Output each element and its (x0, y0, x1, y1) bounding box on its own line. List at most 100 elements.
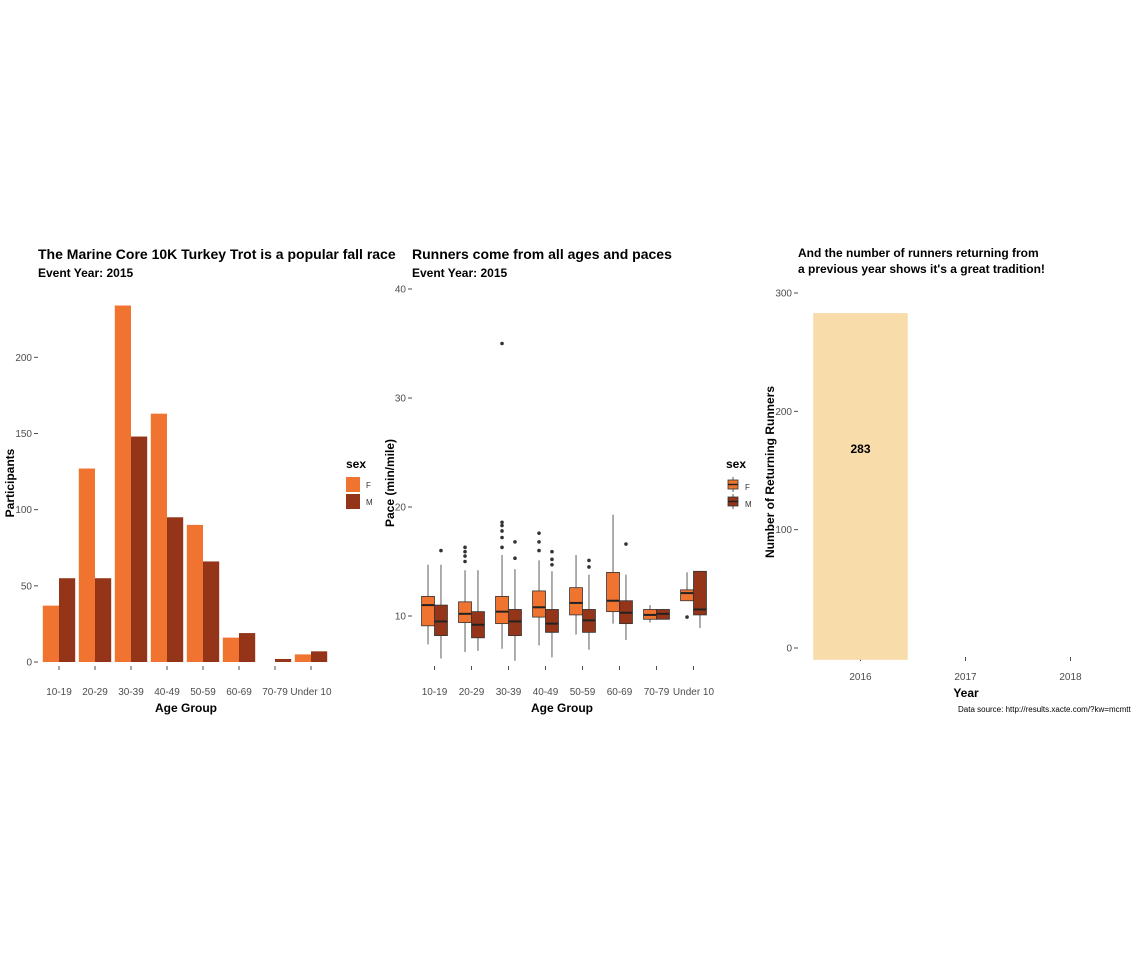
box-m-60-69-outlier (624, 542, 628, 546)
bar-m-50-59 (203, 561, 220, 662)
participants-bar-chart: The Marine Core 10K Turkey Trot is a pop… (3, 246, 396, 715)
x-tick-label: 20-29 (82, 687, 108, 698)
chart3-x-axis: 2016 2017 2018 (849, 657, 1082, 683)
data-source-caption: Data source: http://results.xacte.com/?k… (958, 705, 1132, 714)
box-f-20-29-outlier (463, 549, 467, 554)
box-f-20-29 (458, 601, 472, 623)
returning-runners-chart: And the number of runners returning from… (763, 246, 1132, 714)
chart3-y-axis-title: Number of Returning Runners (763, 386, 777, 558)
box-f-40-49-outlier (537, 531, 541, 535)
chart3-x-axis-title: Year (953, 686, 979, 700)
chart2-legend-keys (727, 477, 739, 509)
bar-m-10-19 (59, 578, 76, 662)
x-tick-label: Under 10 (673, 687, 715, 698)
data-label-2016: 283 (850, 442, 870, 456)
box-f-40-49 (532, 590, 546, 618)
box-m-50-59-outlier (587, 565, 591, 569)
x-tick-label: 2016 (849, 672, 872, 683)
x-tick-label: Under 10 (290, 687, 332, 698)
chart3-bars: 283 (813, 313, 908, 660)
box-m-40-49-outlier (550, 549, 554, 554)
bar-m-40-49 (167, 517, 184, 662)
x-tick-label: 10-19 (46, 687, 72, 698)
box-m-40-49-outlier (550, 557, 554, 562)
chart1-x-axis: 10-19 20-29 30-39 40-49 50-59 60-69 70-79 Under… (46, 666, 332, 698)
box-m-10-19 (434, 604, 448, 637)
box-m-50-59-outlier (587, 558, 591, 563)
chart2-x-axis: 10-19 20-29 30-39 40-49 50-59 60-69 70-79 Under… (422, 666, 715, 698)
box-f-40-49-outlier (537, 540, 541, 544)
box-f-30-39-outlier (500, 535, 504, 540)
pace-box-plot: Runners come from all ages and paces Eve… (383, 246, 715, 715)
box-f-10-19 (421, 595, 435, 627)
x-tick-label: 10-19 (422, 687, 448, 698)
y-tick-label: 200 (775, 407, 792, 418)
box-f-20-29-outlier (463, 545, 467, 550)
x-tick-label: 2018 (1059, 672, 1082, 683)
chart2-subtitle: Event Year: 2015 (412, 266, 508, 280)
y-tick-label: 100 (15, 505, 32, 516)
chart3-title: And the number of runners returning from (798, 246, 1039, 260)
y-tick-label: 0 (786, 644, 792, 655)
x-tick-label: 70-79 (644, 687, 670, 698)
chart3-y-axis: 0 100 200 300 (775, 289, 798, 655)
chart2-legend-title: sex (726, 457, 746, 471)
legend-swatch-m (346, 494, 360, 509)
bar-f-60-69 (222, 637, 239, 662)
box-m-30-39-outlier (513, 540, 517, 544)
chart1-bars (42, 305, 328, 662)
legend2-label-f: F (745, 483, 750, 492)
bar-m-under-10 (311, 651, 328, 662)
box-f-50-59 (569, 587, 583, 616)
y-tick-label: 40 (395, 285, 407, 296)
chart1-legend-title: sex (346, 457, 366, 471)
bar-f-20-29 (78, 468, 95, 662)
box-f-40-49-outlier (537, 548, 541, 553)
box-f-under-10-outlier (685, 615, 689, 619)
y-tick-label: 50 (21, 581, 33, 592)
chart3-subtitle: a previous year shows it's a great tradi… (798, 262, 1045, 276)
box-f-30-39-outlier (500, 341, 504, 346)
legend-swatch-f (346, 477, 360, 492)
x-tick-label: 40-49 (533, 687, 559, 698)
y-tick-label: 0 (26, 658, 32, 669)
bar-returning-2016 (813, 313, 908, 660)
chart1-y-axis: 0 50 100 150 200 (15, 353, 38, 669)
y-tick-label: 100 (775, 525, 792, 536)
box-m-30-39-outlier (513, 556, 517, 561)
bar-f-30-39 (114, 305, 131, 662)
legend-label-m: M (366, 498, 373, 507)
chart1-legend: sex F M (346, 457, 373, 509)
chart2-x-axis-title: Age Group (531, 701, 593, 715)
x-tick-label: 30-39 (118, 687, 144, 698)
x-tick-label: 50-59 (190, 687, 216, 698)
box-f-20-29-outlier (463, 559, 467, 564)
chart2-legend: sex F M (726, 457, 752, 509)
x-tick-label: 20-29 (459, 687, 485, 698)
y-tick-label: 30 (395, 394, 407, 405)
chart2-boxes (421, 341, 707, 661)
legend2-label-m: M (745, 500, 752, 509)
bar-m-60-69 (239, 633, 256, 662)
bar-f-10-19 (42, 605, 59, 662)
bar-m-30-39 (131, 436, 148, 662)
x-tick-label: 70-79 (262, 687, 288, 698)
box-m-30-39 (508, 609, 522, 637)
box-m-40-49-outlier (550, 562, 554, 567)
bar-m-20-29 (95, 578, 112, 662)
x-tick-label: 40-49 (154, 687, 180, 698)
x-tick-label: 60-69 (607, 687, 633, 698)
x-tick-label: 2017 (954, 672, 977, 683)
box-f-60-69 (606, 572, 620, 613)
chart2-y-axis-title: Pace (min/mile) (383, 439, 397, 527)
box-f-30-39-outlier (500, 520, 504, 525)
bar-f-50-59 (186, 524, 203, 662)
y-tick-label: 10 (395, 612, 407, 623)
legend-label-f: F (366, 481, 371, 490)
box-m-10-19-outlier (439, 548, 443, 553)
y-tick-label: 200 (15, 353, 32, 364)
box-f-under-10 (680, 589, 694, 602)
x-tick-label: 60-69 (226, 687, 252, 698)
y-tick-label: 300 (775, 289, 792, 300)
